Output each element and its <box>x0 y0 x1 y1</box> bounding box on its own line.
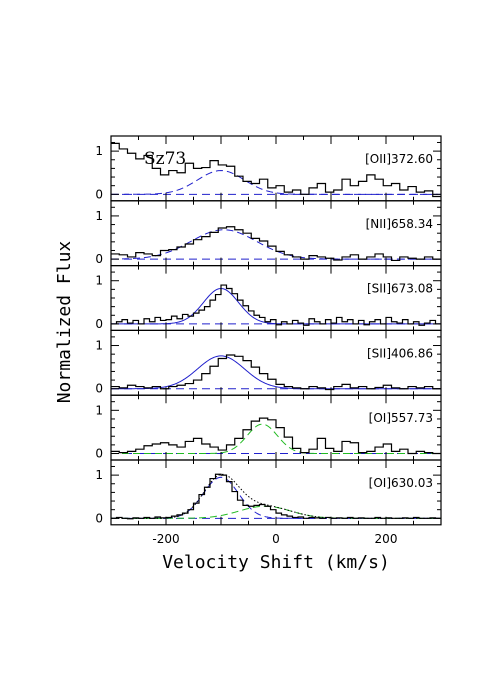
y-axis-title: Normalized Flux <box>54 241 75 404</box>
observed-spectrum <box>111 354 441 391</box>
panel-3: 0 1 [SII]673.08 <box>95 265 442 332</box>
y-tick-label: 1 <box>95 339 103 353</box>
panel-stack: 0 1 [OII]372.60 Sz73 0 1 [NII]658.34 0 1 [SII]673… <box>95 135 442 546</box>
y-tick-label: 1 <box>95 468 103 482</box>
line-id-label: [SII]673.08 <box>367 282 433 296</box>
panel-6: 0 1 [OI]630.03 <box>95 459 442 526</box>
y-tick-label: 0 <box>95 252 103 266</box>
y-tick-label: 1 <box>95 209 103 223</box>
panel-4: 0 1 [SII]406.86 <box>95 329 442 396</box>
panel-plot-area <box>111 226 441 262</box>
x-tick-label: 0 <box>272 532 280 546</box>
panel-2: 0 1 [NII]658.34 <box>95 200 442 267</box>
star-name-label: Sz73 <box>144 149 186 169</box>
line-id-label: [NII]658.34 <box>366 217 433 231</box>
y-tick-label: 1 <box>95 144 103 158</box>
y-tick-label: 0 <box>95 447 103 461</box>
x-tick-label: 200 <box>375 532 398 546</box>
line-id-label: [OI]557.73 <box>369 411 433 425</box>
x-tick-label: -200 <box>152 532 179 546</box>
panel-5: 0 1 [OI]557.73 <box>95 394 442 461</box>
x-axis-title: Velocity Shift (km/s) <box>162 552 390 573</box>
line-id-label: [OII]372.60 <box>365 152 433 166</box>
observed-spectrum <box>111 226 441 262</box>
y-tick-label: 0 <box>95 187 103 201</box>
panel-1: 0 1 [OII]372.60 Sz73 <box>95 135 442 202</box>
observed-spectrum <box>111 142 441 198</box>
y-tick-label: 0 <box>95 511 103 525</box>
line-id-label: [SII]406.86 <box>367 346 433 360</box>
panel-frame <box>110 459 442 526</box>
y-tick-label: 1 <box>95 274 103 288</box>
observed-spectrum <box>111 417 441 455</box>
y-tick-label: 1 <box>95 403 103 417</box>
y-tick-label: 0 <box>95 382 103 396</box>
line-id-label: [OI]630.03 <box>369 476 433 490</box>
y-tick-label: 0 <box>95 317 103 331</box>
